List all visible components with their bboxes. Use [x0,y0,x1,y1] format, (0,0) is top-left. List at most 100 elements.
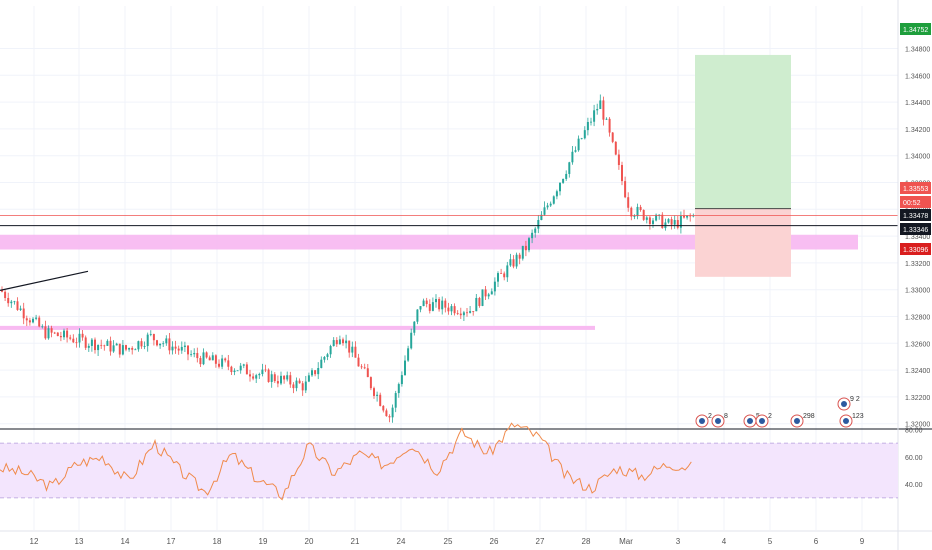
candle [568,161,571,178]
price-axis[interactable]: 1.348001.346001.344001.342001.340001.338… [905,47,930,429]
candle [286,371,289,382]
candle [469,306,472,314]
price-tick-label: 1.32800 [905,315,930,322]
candle [152,333,155,346]
price-tag-text: 1.33346 [903,227,928,234]
candle [450,304,453,316]
price-tick-label: 1.32200 [905,395,930,402]
candle [481,289,484,307]
trend-line[interactable] [0,270,89,291]
candle [617,149,620,170]
candle [503,271,506,281]
time-tick-label: 24 [397,537,406,546]
candle [428,299,431,314]
candle [407,345,410,362]
candle [518,252,521,265]
rsi-tick-label: 80.00 [905,427,923,434]
price-tag-dark: 1.33478 [900,209,931,221]
candle [233,368,236,376]
time-tick-label: 27 [536,537,545,546]
candle [332,337,335,347]
price-tick-label: 1.33000 [905,288,930,295]
candle [264,364,267,373]
time-tick-label: 17 [167,537,176,546]
candlestick-series [1,94,695,423]
candle [413,321,416,336]
candle [645,215,648,224]
candle [509,253,512,267]
candle [676,215,679,230]
candle [199,355,202,367]
event-marker[interactable]: 2 [755,413,772,428]
price-tick-label: 1.34600 [905,73,930,80]
candle [673,215,676,229]
event-marker[interactable]: 8 [711,413,728,428]
candle [360,364,363,370]
candle [453,303,456,316]
candle [565,170,568,181]
candle [72,334,75,344]
candle [165,335,168,346]
candle [35,314,38,321]
candle [75,337,78,348]
candle [218,359,220,369]
candle [633,214,636,220]
candle [642,209,645,221]
candle [462,310,465,321]
candle [25,315,28,327]
candle [180,341,183,354]
time-axis[interactable]: 12 13 14 17 18 19 20 21 24 25 26 27 28 Mar 3 4 5 6 9 [30,537,865,546]
event-marker[interactable]: 298 [790,413,815,428]
candle [593,104,596,127]
candle [655,213,658,222]
price-axis-tags: 1.34752 1.33553 00:52 1.33478 1.33346 1.33096 [900,23,931,255]
price-tag-text: 00:52 [903,200,921,207]
event-marker[interactable]: 123 [839,413,864,428]
candle [441,296,444,315]
price-tag-tp: 1.34752 [900,23,931,35]
time-tick-label: Mar [619,537,633,546]
candle [168,333,171,355]
candle [162,341,165,347]
candle [596,103,599,115]
event-label: 123 [852,413,864,420]
candle [484,286,487,301]
candle [590,117,592,126]
candle [348,340,351,358]
time-tick-label: 12 [30,537,39,546]
candle [534,226,537,238]
candle [214,354,217,368]
candle [115,342,118,346]
candle [431,297,434,312]
candle [146,332,149,352]
candle [599,94,602,110]
event-marker[interactable]: 9 2 [837,396,860,411]
candle [109,336,112,356]
candle [193,348,196,358]
candle [679,211,682,234]
candle [47,325,50,340]
time-tick-label: 13 [75,537,84,546]
time-tick-label: 20 [305,537,314,546]
candle [311,368,313,377]
candle [267,368,270,383]
stop-loss-area[interactable] [695,208,791,277]
event-marker[interactable]: 2 [695,413,712,428]
candle [611,131,614,144]
candle [388,414,391,423]
candle [404,355,406,376]
candle [506,261,509,282]
candle [125,344,127,352]
rsi-band-fill [0,443,898,498]
candle [419,306,422,313]
take-profit-area[interactable] [695,54,791,209]
time-tick-label: 6 [814,537,819,546]
candle [435,294,437,308]
time-tick-label: 14 [121,537,130,546]
long-position-tool[interactable] [695,54,791,277]
candle [69,334,72,341]
candle [475,294,478,312]
price-tag-text: 1.33553 [903,186,928,193]
